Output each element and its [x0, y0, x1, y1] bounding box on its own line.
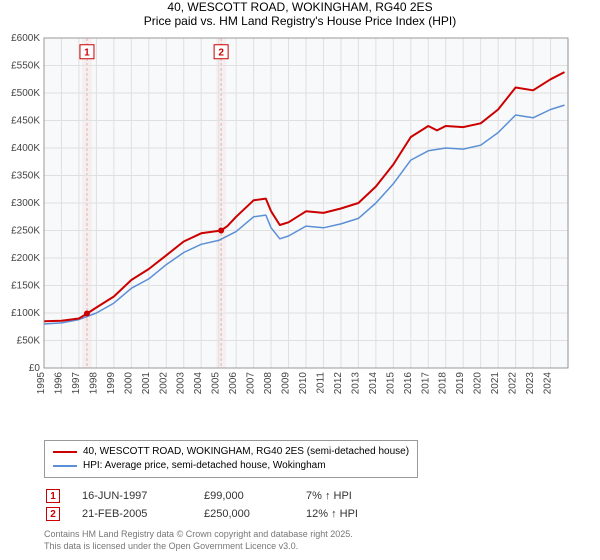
svg-text:2007: 2007 — [246, 372, 257, 395]
svg-text:2021: 2021 — [490, 372, 501, 395]
legend-color-swatch — [53, 465, 77, 467]
chart-title: 40, WESCOTT ROAD, WOKINGHAM, RG40 2ES — [0, 0, 600, 14]
legend-label: HPI: Average price, semi-detached house,… — [83, 459, 326, 473]
marker-date: 16-JUN-1997 — [82, 488, 202, 504]
svg-text:2018: 2018 — [438, 372, 449, 395]
svg-text:2001: 2001 — [141, 372, 152, 395]
svg-text:£500K: £500K — [11, 88, 40, 99]
svg-text:£200K: £200K — [11, 253, 40, 264]
svg-text:2: 2 — [218, 47, 224, 58]
svg-text:£550K: £550K — [11, 61, 40, 72]
chart-subtitle: Price paid vs. HM Land Registry's House … — [0, 14, 600, 28]
svg-text:2012: 2012 — [333, 372, 344, 395]
svg-text:2013: 2013 — [350, 372, 361, 395]
svg-text:1995: 1995 — [36, 372, 47, 395]
svg-text:1997: 1997 — [71, 372, 82, 395]
svg-text:2003: 2003 — [176, 372, 187, 395]
footer-line-2: This data is licensed under the Open Gov… — [44, 540, 600, 552]
marker-row: 1 16-JUN-1997£99,0007% ↑ HPI — [46, 488, 368, 504]
svg-text:2024: 2024 — [543, 372, 554, 395]
svg-text:2015: 2015 — [385, 372, 396, 395]
svg-text:£600K: £600K — [11, 34, 40, 44]
svg-text:2017: 2017 — [420, 372, 431, 395]
svg-text:1999: 1999 — [106, 372, 117, 395]
marker-id-box: 1 — [46, 489, 60, 503]
svg-text:2014: 2014 — [368, 372, 379, 395]
marker-price: £99,000 — [204, 488, 304, 504]
svg-text:£300K: £300K — [11, 198, 40, 209]
svg-text:£250K: £250K — [11, 226, 40, 237]
svg-text:2006: 2006 — [228, 372, 239, 395]
svg-text:1996: 1996 — [53, 372, 64, 395]
svg-text:2008: 2008 — [263, 372, 274, 395]
legend-label: 40, WESCOTT ROAD, WOKINGHAM, RG40 2ES (s… — [83, 445, 409, 459]
chart-container: £0£50K£100K£150K£200K£250K£300K£350K£400… — [0, 34, 600, 434]
marker-pct: 7% ↑ HPI — [306, 488, 368, 504]
svg-text:2023: 2023 — [525, 372, 536, 395]
svg-text:£450K: £450K — [11, 116, 40, 127]
legend-item: HPI: Average price, semi-detached house,… — [53, 459, 409, 473]
footer-attribution: Contains HM Land Registry data © Crown c… — [44, 528, 600, 552]
svg-text:£400K: £400K — [11, 143, 40, 154]
svg-text:2005: 2005 — [211, 372, 222, 395]
marker-pct: 12% ↑ HPI — [306, 506, 368, 522]
svg-text:2009: 2009 — [281, 372, 292, 395]
marker-row: 2 21-FEB-2005£250,00012% ↑ HPI — [46, 506, 368, 522]
footer-line-1: Contains HM Land Registry data © Crown c… — [44, 528, 600, 540]
svg-text:£350K: £350K — [11, 171, 40, 182]
svg-text:2004: 2004 — [193, 372, 204, 395]
svg-text:2000: 2000 — [123, 372, 134, 395]
price-chart: £0£50K£100K£150K£200K£250K£300K£350K£400… — [0, 34, 596, 434]
svg-text:£150K: £150K — [11, 281, 40, 292]
svg-text:1: 1 — [84, 47, 90, 58]
svg-text:2010: 2010 — [298, 372, 309, 395]
svg-text:£100K: £100K — [11, 308, 40, 319]
legend: 40, WESCOTT ROAD, WOKINGHAM, RG40 2ES (s… — [44, 440, 418, 478]
marker-price: £250,000 — [204, 506, 304, 522]
svg-text:2022: 2022 — [508, 372, 519, 395]
marker-table: 1 16-JUN-1997£99,0007% ↑ HPI 2 21-FEB-2005£… — [44, 486, 370, 524]
svg-text:2020: 2020 — [473, 372, 484, 395]
svg-text:2011: 2011 — [315, 372, 326, 394]
marker-date: 21-FEB-2005 — [82, 506, 202, 522]
svg-text:2002: 2002 — [158, 372, 169, 395]
svg-text:1998: 1998 — [88, 372, 99, 395]
legend-item: 40, WESCOTT ROAD, WOKINGHAM, RG40 2ES (s… — [53, 445, 409, 459]
marker-id-box: 2 — [46, 507, 60, 521]
svg-text:2016: 2016 — [403, 372, 414, 395]
legend-color-swatch — [53, 451, 77, 453]
svg-text:£50K: £50K — [17, 336, 41, 347]
svg-text:2019: 2019 — [455, 372, 466, 395]
